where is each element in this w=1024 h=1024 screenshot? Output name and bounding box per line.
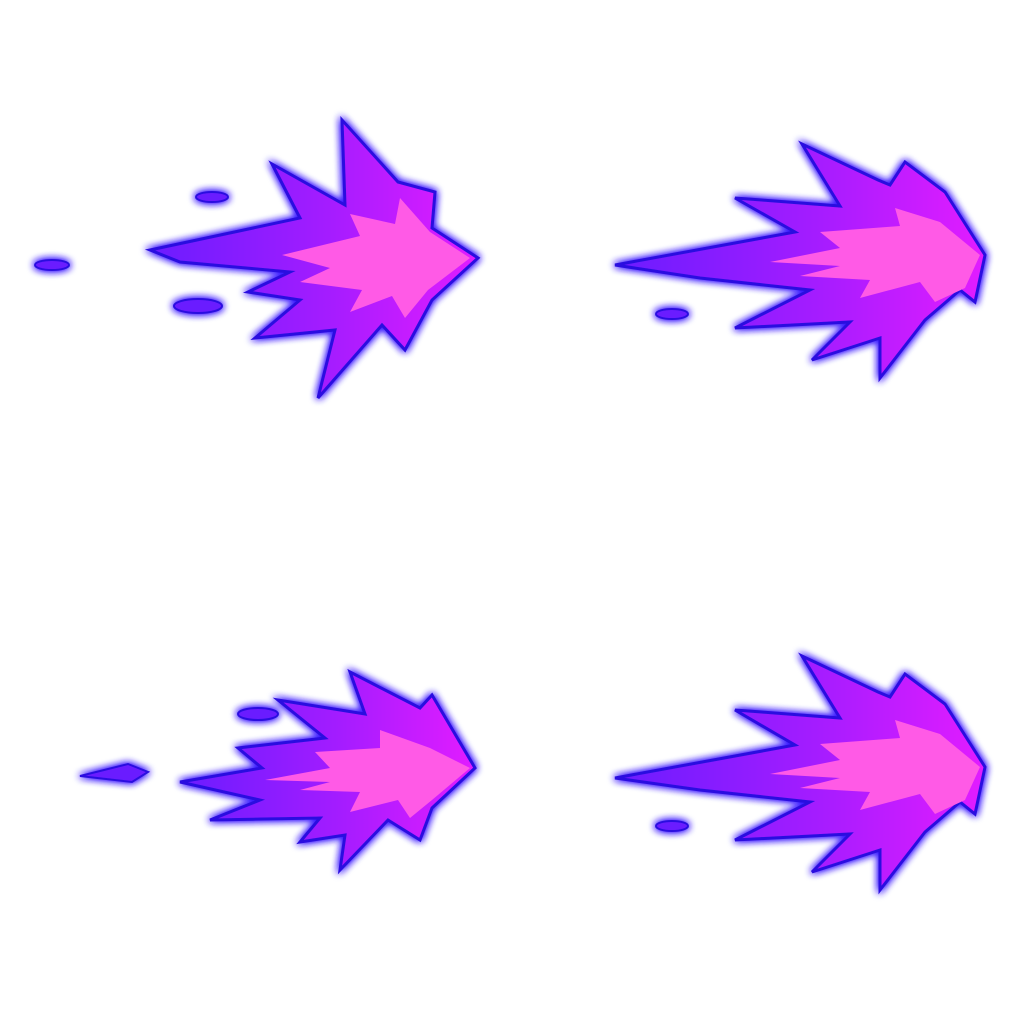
ember bbox=[79, 762, 151, 784]
flame-frame-2 bbox=[614, 140, 987, 383]
flame-frame-3 bbox=[79, 668, 477, 875]
ember bbox=[655, 820, 689, 832]
flame-frame-4 bbox=[614, 652, 987, 895]
ember bbox=[195, 191, 229, 203]
ember bbox=[237, 707, 279, 721]
flame-core bbox=[282, 198, 470, 318]
ember bbox=[34, 259, 70, 271]
ember bbox=[173, 298, 223, 314]
flame-core bbox=[770, 208, 980, 302]
flame-core bbox=[770, 720, 980, 814]
flame-frame-1 bbox=[34, 115, 481, 399]
ember bbox=[655, 308, 689, 320]
flame-core bbox=[265, 730, 470, 818]
